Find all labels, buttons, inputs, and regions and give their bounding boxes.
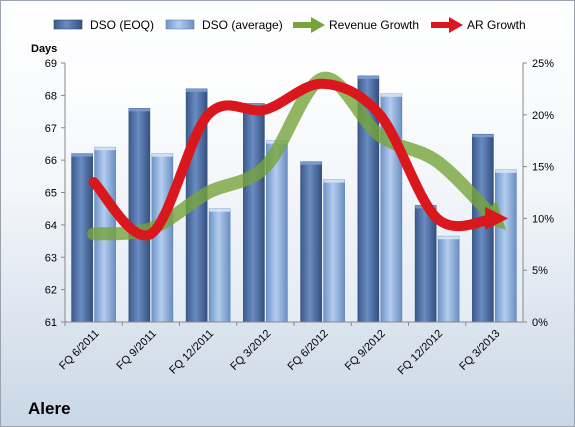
x-tick-label: FQ 9/2012 <box>343 328 388 373</box>
ar-growth-line <box>88 78 509 241</box>
right-tick-label: 25% <box>532 58 554 70</box>
x-tick-label: FQ 12/2012 <box>396 328 446 378</box>
bar-cap <box>323 179 345 183</box>
left-tick-label: 69 <box>45 58 57 70</box>
bar-cap <box>357 75 379 79</box>
left-axis: 61 62 63 64 65 66 67 68 69 <box>45 58 65 329</box>
bars <box>71 75 517 323</box>
bar <box>128 108 151 323</box>
bar-cap <box>300 161 322 165</box>
legend-label: AR Growth <box>467 18 526 32</box>
right-axis: 0% 5% 10% 15% 20% 25% <box>523 58 554 329</box>
bar <box>414 205 437 323</box>
left-tick-label: 68 <box>45 90 57 102</box>
bar <box>151 153 174 323</box>
x-tick-label: FQ 9/2011 <box>114 328 159 373</box>
bar <box>437 235 460 323</box>
x-tick-label: FQ 3/2012 <box>228 328 273 373</box>
right-tick-label: 20% <box>532 110 554 122</box>
growth-lines <box>87 72 509 241</box>
company-name: Alere <box>28 399 71 418</box>
right-tick-label: 5% <box>532 265 548 277</box>
legend-label: DSO (average) <box>202 18 283 32</box>
right-tick-label: 15% <box>532 162 554 174</box>
bar-cap <box>438 236 460 240</box>
bar <box>323 179 345 323</box>
left-tick-label: 65 <box>45 188 57 200</box>
x-tick-label: FQ 6/2011 <box>57 328 102 373</box>
bar-cap <box>128 108 150 112</box>
bar-cap <box>495 169 517 173</box>
x-tick-label: FQ 12/2011 <box>167 328 216 377</box>
bar <box>300 161 322 323</box>
bar <box>243 103 265 323</box>
left-axis-title: Days <box>31 43 57 55</box>
bar-cap <box>209 208 231 212</box>
bar-cap <box>71 153 93 157</box>
legend-swatch-arrow <box>449 17 463 33</box>
bar <box>495 169 517 323</box>
bar-cap <box>151 153 173 157</box>
left-tick-label: 62 <box>45 285 57 297</box>
x-axis: FQ 6/2011 FQ 9/2011 FQ 12/2011 FQ 3/2012 FQ … <box>57 322 502 377</box>
bar-cap <box>94 147 116 151</box>
x-tick-label: FQ 3/2013 <box>457 328 502 373</box>
legend-swatch-arrow <box>311 17 325 33</box>
x-tick-label: FQ 6/2012 <box>286 328 331 373</box>
bar <box>208 208 231 323</box>
left-tick-label: 66 <box>45 155 57 167</box>
bar-cap <box>380 93 402 97</box>
legend: DSO (EOQ) DSO (average) Revenue Growth AR G… <box>53 17 526 33</box>
left-tick-label: 67 <box>45 123 57 135</box>
right-tick-label: 10% <box>532 213 554 225</box>
bar-cap <box>186 88 208 92</box>
right-tick-label: 0% <box>532 317 548 329</box>
legend-swatch-bar <box>53 19 83 30</box>
legend-swatch-bar <box>165 19 195 30</box>
legend-label: DSO (EOQ) <box>90 18 154 32</box>
left-tick-label: 64 <box>45 220 57 232</box>
left-tick-label: 63 <box>45 252 57 264</box>
legend-label: Revenue Growth <box>329 18 419 32</box>
bar-cap <box>472 134 494 138</box>
left-tick-label: 61 <box>45 317 57 329</box>
